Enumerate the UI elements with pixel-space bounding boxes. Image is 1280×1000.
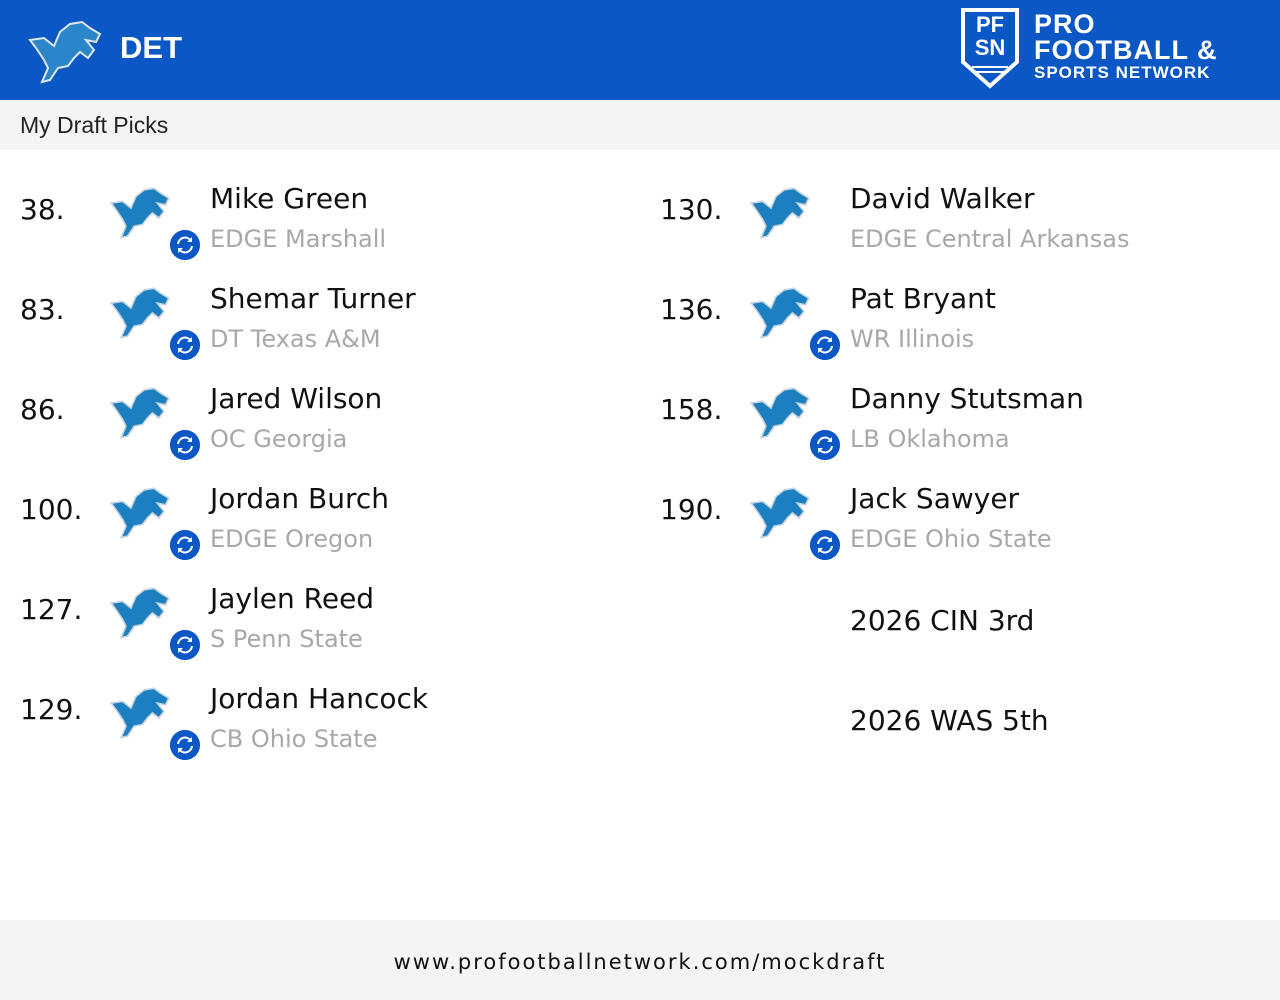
pick-row[interactable]: 127. Jaylen Reed S Penn State <box>20 580 640 680</box>
player-name: Jack Sawyer <box>850 482 1020 515</box>
trade-icon[interactable] <box>810 530 840 560</box>
pick-row[interactable]: 86. Jared Wilson OC Georgia <box>20 380 640 480</box>
future-pick: 2026 WAS 5th <box>850 704 1049 737</box>
player-position-school: S Penn State <box>210 625 363 653</box>
brand-line-2: FOOTBALL & <box>1034 35 1218 65</box>
trade-icon[interactable] <box>810 330 840 360</box>
pick-row[interactable]: 129. Jordan Hancock CB Ohio State <box>20 680 640 780</box>
section-header: My Draft Picks <box>0 100 1280 150</box>
pfsn-logo: PFSN PRO FOOTBALL & SPORTS NETWORK <box>958 7 1268 91</box>
player-name: David Walker <box>850 182 1035 215</box>
lions-logo-icon <box>109 387 170 439</box>
pick-row[interactable]: 130. David Walker EDGE Central Arkansas <box>660 180 1280 280</box>
lions-logo-icon <box>109 587 170 639</box>
lions-logo-icon <box>749 287 810 339</box>
pfsn-shield-icon <box>961 8 1019 89</box>
player-position-school: OC Georgia <box>210 425 348 453</box>
trade-icon[interactable] <box>170 230 200 260</box>
lions-logo-icon <box>109 687 170 739</box>
future-pick-row: 2026 CIN 3rd <box>660 580 1280 680</box>
player-name: Shemar Turner <box>210 282 416 315</box>
pick-number: 130. <box>660 193 723 226</box>
trade-icon[interactable] <box>170 330 200 360</box>
pick-row[interactable]: 136. Pat Bryant WR Illinois <box>660 280 1280 380</box>
pick-number: 83. <box>20 293 65 326</box>
pick-row[interactable]: 38. Mike Green EDGE Marshall <box>20 180 640 280</box>
pick-row[interactable]: 100. Jordan Burch EDGE Oregon <box>20 480 640 580</box>
lions-logo-icon <box>749 387 810 439</box>
trade-icon[interactable] <box>170 430 200 460</box>
pick-number: 158. <box>660 393 723 426</box>
footer-url[interactable]: www.profootballnetwork.com/mockdraft <box>393 950 887 974</box>
lions-logo-icon <box>749 487 810 539</box>
pick-number: 190. <box>660 493 723 526</box>
brand-line-1: PRO <box>1034 9 1096 39</box>
lions-logo-icon <box>109 287 170 339</box>
player-position-school: EDGE Central Arkansas <box>850 225 1130 253</box>
player-name: Jordan Burch <box>210 482 389 515</box>
player-position-school: EDGE Oregon <box>210 525 374 553</box>
pick-row[interactable]: 190. Jack Sawyer EDGE Ohio State <box>660 480 1280 580</box>
header: DET PFSN PRO FOOTBALL & SPORTS NETWORK <box>0 0 1280 100</box>
trade-icon[interactable] <box>170 630 200 660</box>
player-name: Pat Bryant <box>850 282 996 315</box>
pick-number: 38. <box>20 193 65 226</box>
player-name: Mike Green <box>210 182 369 215</box>
player-position-school: LB Oklahoma <box>850 425 1010 453</box>
lions-logo-icon <box>109 187 170 239</box>
lions-logo-icon <box>749 187 810 239</box>
future-pick-row: 2026 WAS 5th <box>660 680 1280 780</box>
lions-logo-icon <box>28 20 102 84</box>
trade-icon[interactable] <box>170 730 200 760</box>
lions-logo-icon <box>109 487 170 539</box>
pick-number: 136. <box>660 293 723 326</box>
section-title: My Draft Picks <box>20 112 169 138</box>
player-position-school: DT Texas A&M <box>210 325 381 353</box>
player-position-school: CB Ohio State <box>210 725 378 753</box>
player-name: Jordan Hancock <box>210 682 429 715</box>
pick-row[interactable]: 158. Danny Stutsman LB Oklahoma <box>660 380 1280 480</box>
player-name: Danny Stutsman <box>850 382 1084 415</box>
brand-line-3: SPORTS NETWORK <box>1034 63 1211 82</box>
player-position-school: WR Illinois <box>850 325 975 353</box>
pick-row[interactable]: 83. Shemar Turner DT Texas A&M <box>20 280 640 380</box>
pick-number: 100. <box>20 493 83 526</box>
pick-number: 86. <box>20 393 65 426</box>
shield-letters: PFSN <box>974 12 1006 60</box>
pick-number: 127. <box>20 593 83 626</box>
player-name: Jaylen Reed <box>210 582 375 615</box>
player-position-school: EDGE Marshall <box>210 225 387 253</box>
future-pick: 2026 CIN 3rd <box>850 604 1035 637</box>
player-position-school: EDGE Ohio State <box>850 525 1052 553</box>
footer: www.profootballnetwork.com/mockdraft <box>0 920 1280 1000</box>
team-abbreviation: DET <box>120 30 182 65</box>
trade-icon[interactable] <box>170 530 200 560</box>
pick-number: 129. <box>20 693 83 726</box>
player-name: Jared Wilson <box>210 382 383 415</box>
trade-icon[interactable] <box>810 430 840 460</box>
